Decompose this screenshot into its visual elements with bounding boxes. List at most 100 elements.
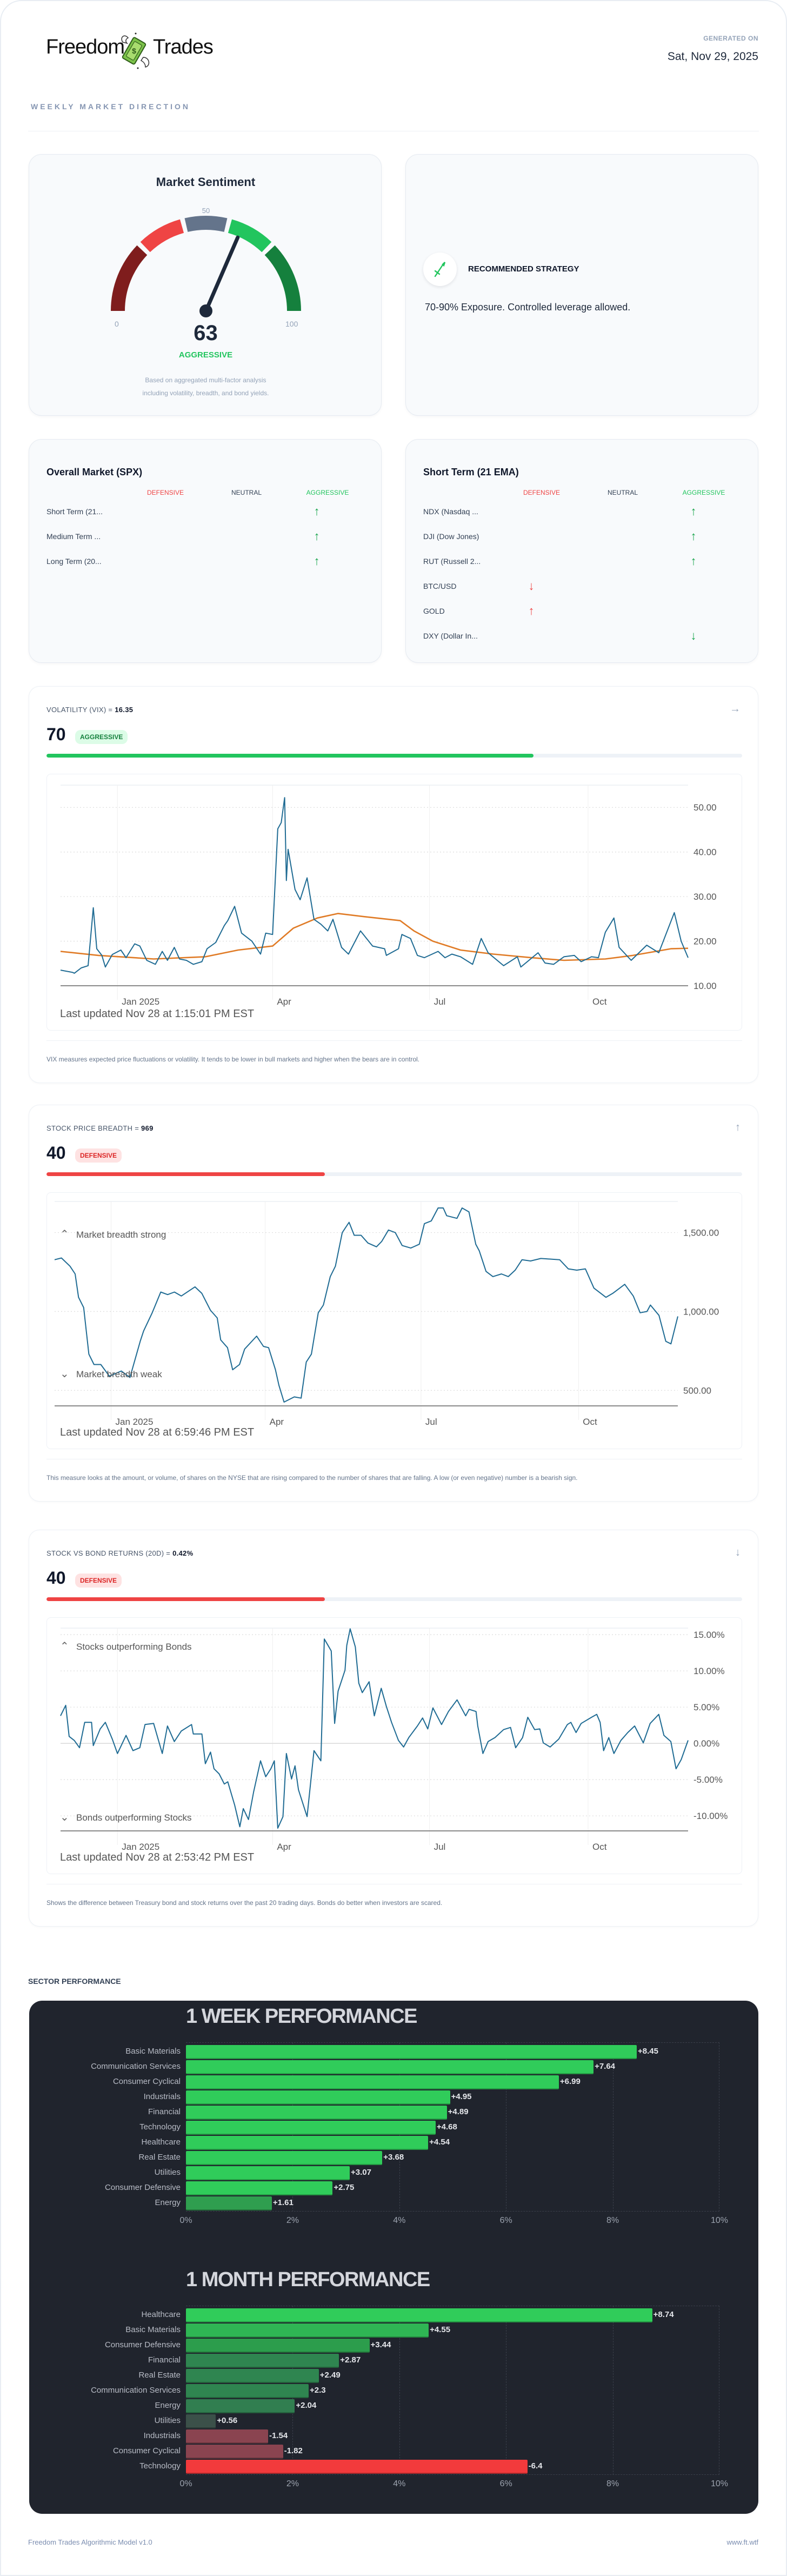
annotation-text: Market breadth weak [76, 1369, 162, 1379]
y-tick-label: -5.00% [693, 1775, 723, 1785]
month-performance-chart: 0% 2% 4% 6% 8% 10% Healthcare +8.74 Basic Materi… [29, 2306, 758, 2500]
week-title: 1 WEEK PERFORMANCE [186, 2005, 417, 2028]
last-updated: Last updated Nov 28 at 2:53:42 PM EST [60, 1851, 255, 1863]
sentiment-desc-2: including volatility, breadth, and bond … [142, 389, 269, 397]
x-tick-label: 10% [710, 2216, 729, 2225]
series-line-vix [60, 797, 689, 974]
arrow-right-icon[interactable]: → [730, 703, 741, 715]
y-tick-label: 500.00 [683, 1385, 711, 1396]
sector-value: +0.56 [217, 2416, 238, 2425]
x-tick-label: Apr [270, 1417, 284, 1427]
metric-reading: 0.42% [172, 1549, 194, 1557]
footer-link[interactable]: www.ft.wtf [726, 2538, 758, 2546]
sentiment-label: AGGRESSIVE [178, 350, 233, 360]
sector-value: +6.99 [559, 2077, 581, 2086]
x-tick-label: 2% [286, 2479, 299, 2488]
sector-label: Communication Services [91, 2062, 181, 2071]
metric-title: STOCK PRICE BREADTH = 969 [46, 1124, 154, 1132]
trend-row-label: BTC/USD [423, 582, 457, 590]
sector-value: -1.82 [284, 2446, 303, 2455]
y-tick-label: 15.00% [693, 1630, 725, 1640]
score-progress-bar [46, 1597, 742, 1601]
col-defensive: DEFENSIVE [146, 489, 184, 496]
sentiment-title: Market Sentiment [156, 175, 256, 189]
sector-bar [186, 2045, 637, 2059]
sector-bar [186, 2121, 436, 2135]
sector-value: +2.3 [310, 2386, 326, 2395]
gauge-band [184, 216, 228, 232]
metric-name: STOCK VS BOND RETURNS (20D) [46, 1549, 164, 1557]
x-tick-label: 4% [393, 2216, 406, 2225]
y-tick-label: -10.00% [693, 1811, 728, 1821]
gauge-mid-label: 50 [202, 207, 210, 215]
gauge-needle [204, 235, 240, 313]
sector-label: Consumer Defensive [104, 2340, 181, 2349]
line-chart: Last updated Nov 28 at 6:59:46 PM EST Jan… [46, 1192, 742, 1449]
chart-svg: Jan 2025 Apr Jul Oct -10.00% -5.00% 0.00% 5.00%… [60, 1628, 728, 1852]
money-wings-icon: $ [121, 32, 150, 69]
metric-name: STOCK PRICE BREADTH [46, 1124, 133, 1132]
gauge-min-label: 0 [115, 320, 119, 328]
plot-border [186, 2042, 719, 2212]
metric-eq: = [164, 1549, 173, 1557]
month-title: 1 MONTH PERFORMANCE [186, 2268, 430, 2291]
sector-value: -6.4 [528, 2461, 543, 2471]
line-chart: Last updated Nov 28 at 1:15:01 PM EST Jan… [46, 774, 742, 1031]
annotation-text: Stocks outperforming Bonds [76, 1642, 192, 1652]
sector-label: Utilities [154, 2168, 181, 2177]
gauge-band [264, 245, 301, 311]
x-tick-label: Jan 2025 [116, 1417, 154, 1427]
x-tick-label: 0% [179, 2479, 192, 2488]
section-title: WEEKLY MARKET DIRECTION [31, 102, 191, 111]
trend-row-label: NDX (Nasdaq ... [423, 507, 478, 516]
arrow-down-icon[interactable]: ↓ [735, 1546, 741, 1558]
sector-bar [186, 2354, 339, 2368]
sector-value: +3.68 [383, 2153, 404, 2162]
sector-bar [186, 2106, 447, 2120]
sector-value: +1.61 [272, 2198, 294, 2207]
sector-value: +4.89 [448, 2107, 469, 2116]
metric-eq: = [106, 706, 115, 714]
trend-row-label: Long Term (20... [46, 557, 102, 566]
metric-title: STOCK VS BOND RETURNS (20D) = 0.42% [46, 1549, 193, 1557]
x-tick-label: 4% [393, 2479, 406, 2488]
sector-label: Financial [148, 2107, 181, 2116]
line-chart: Last updated Nov 28 at 2:53:42 PM EST Jan… [46, 1617, 742, 1874]
series-line-moving-average [60, 913, 689, 961]
gauge-band [111, 245, 148, 311]
score-progress-bar [46, 754, 742, 758]
market-sentiment-card: Market Sentiment 50 0 100 63 AGGRESSIVE … [29, 154, 382, 416]
card-divider [46, 1040, 742, 1041]
chevron-down-icon: ⌄ [60, 1811, 69, 1823]
x-tick-label: 8% [606, 2216, 619, 2225]
x-tick-label: 6% [499, 2216, 512, 2225]
sentiment-desc-1: Based on aggregated multi-factor analysi… [145, 376, 266, 384]
sector-value: +2.87 [340, 2355, 361, 2365]
status-badge: AGGRESSIVE [75, 730, 128, 744]
sector-label: Communication Services [91, 2386, 181, 2395]
metric-score: 40 [46, 1143, 66, 1163]
series-line-breadth [54, 1207, 678, 1403]
arrow-up-icon: ↑ [690, 504, 697, 518]
x-tick-label: Oct [592, 1842, 607, 1852]
plot-border [186, 2306, 719, 2475]
overall-market-title: Overall Market (SPX) [46, 467, 143, 477]
sector-value: -1.54 [269, 2431, 288, 2440]
sector-value: +3.07 [351, 2168, 371, 2177]
sector-label: Technology [139, 2461, 181, 2471]
trend-row-label: GOLD [423, 607, 445, 615]
arrow-down-icon: ↓ [528, 579, 535, 593]
arrow-up-icon[interactable]: ↑ [735, 1121, 741, 1133]
svg-text:$: $ [132, 47, 136, 55]
metric-reading: 969 [141, 1124, 154, 1132]
sector-label: Basic Materials [125, 2047, 181, 2056]
sentiment-score: 63 [194, 321, 218, 345]
vix-card: VOLATILITY (VIX) = 16.35 → 70 AGGRESSIVE Las… [29, 686, 758, 1083]
status-badge: DEFENSIVE [75, 1148, 122, 1163]
y-tick-label: 1,000.00 [683, 1306, 719, 1317]
strategy-text: 70-90% Exposure. Controlled leverage all… [425, 302, 631, 313]
sector-bar [186, 2445, 283, 2459]
sentiment-gauge [111, 216, 301, 317]
sector-bar [186, 2384, 309, 2398]
